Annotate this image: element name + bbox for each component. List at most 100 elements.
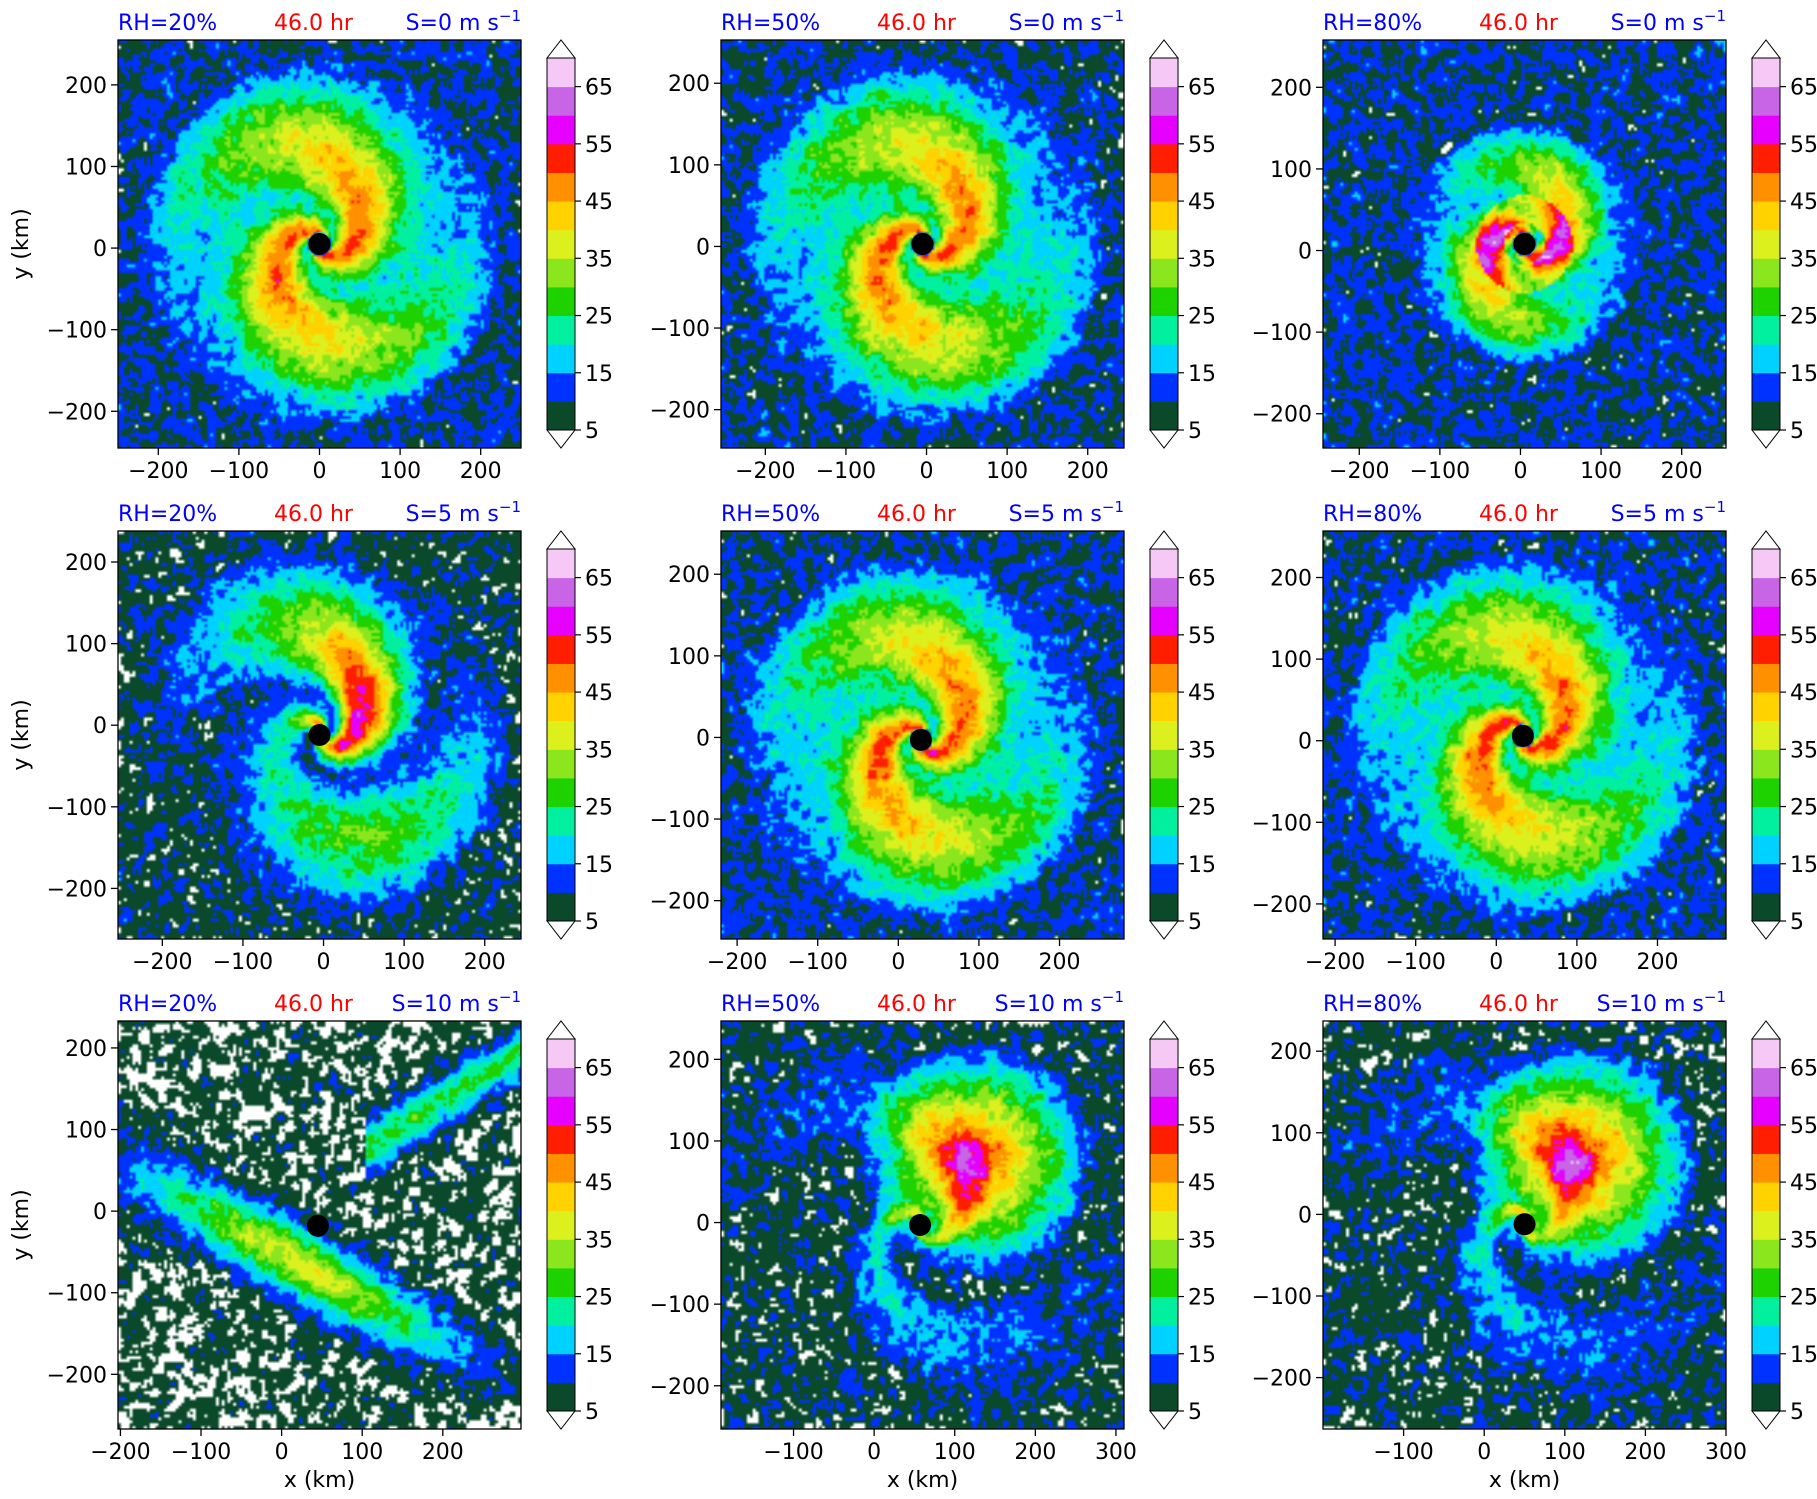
colorbar-segment xyxy=(1150,1382,1178,1412)
colorbar-tick-label: 35 xyxy=(1790,738,1817,763)
x-tick-label: 0 xyxy=(920,459,934,484)
colorbar-segment xyxy=(1752,835,1780,865)
colorbar-tick-label: 55 xyxy=(1790,624,1817,649)
colorbar-extend-min xyxy=(1148,1410,1180,1430)
storm-center-marker xyxy=(1513,1213,1536,1236)
colorbar-segment xyxy=(1752,58,1780,88)
x-tick-label: 200 xyxy=(1067,459,1109,484)
storm-center-marker xyxy=(1513,233,1536,255)
colorbar-tick-label: 5 xyxy=(1790,1400,1804,1425)
shear-unit-exponent: −1 xyxy=(1704,7,1726,25)
colorbar-segment xyxy=(1752,1382,1780,1412)
colorbar-segment xyxy=(547,749,575,779)
colorbar-segment xyxy=(1752,229,1780,259)
colorbar-segment xyxy=(1150,634,1178,664)
colorbar-tick-label: 55 xyxy=(585,624,613,649)
y-tick-label: 0 xyxy=(93,237,107,262)
x-axis-label: x (km) xyxy=(1489,1468,1560,1493)
colorbar-segment xyxy=(547,1210,575,1240)
colorbar-tick-label: 45 xyxy=(1790,681,1817,706)
colorbar-tick-label: 25 xyxy=(1790,305,1817,330)
colorbar-segment xyxy=(547,1124,575,1154)
y-tick-label: 0 xyxy=(1298,730,1312,755)
colorbar-segment xyxy=(1150,1353,1178,1383)
colorbar-segment xyxy=(1752,372,1780,402)
x-tick-label: 0 xyxy=(313,459,327,484)
shear-unit-exponent: −1 xyxy=(1704,498,1726,516)
colorbar-tick-label: 25 xyxy=(1188,1286,1216,1311)
colorbar-segment xyxy=(1150,1067,1178,1097)
storm-center-marker xyxy=(909,1214,932,1236)
colorbar-extend-max xyxy=(1750,39,1782,59)
colorbar-extend-min xyxy=(1148,920,1180,940)
rh-title: RH=20% xyxy=(118,502,217,527)
colorbar-tick-label: 25 xyxy=(1188,305,1216,330)
time-title: 46.0 hr xyxy=(1479,992,1559,1017)
colorbar-tick-label: 65 xyxy=(1188,1057,1216,1082)
panel-3: −200 −100 0 100 200 −200 −100 0 100 200 RH=80% 46.0… xyxy=(1252,7,1817,484)
time-title: 46.0 hr xyxy=(1479,502,1559,527)
y-axis-label: y (km) xyxy=(9,699,34,770)
shear-title-text: S=0 m s xyxy=(1611,11,1704,36)
x-tick-label: 200 xyxy=(460,459,502,484)
colorbar-segment xyxy=(547,1067,575,1097)
x-tick-label: −100 xyxy=(213,950,273,975)
y-tick-label: 0 xyxy=(1298,240,1312,265)
colorbar-segment xyxy=(547,58,575,88)
colorbar-segment xyxy=(1752,1353,1780,1383)
colorbar-segment xyxy=(547,229,575,259)
colorbar-tick-label: 15 xyxy=(1790,362,1817,387)
y-tick-label: −100 xyxy=(1252,321,1312,346)
x-tick-label: −100 xyxy=(1373,1440,1433,1465)
colorbar-segment xyxy=(1150,835,1178,865)
colorbar-tick-label: 55 xyxy=(1790,1114,1817,1139)
colorbar-tick-label: 65 xyxy=(1188,76,1216,101)
storm-center-marker xyxy=(911,233,934,255)
rh-title: RH=20% xyxy=(118,992,217,1017)
shear-unit-exponent: −1 xyxy=(499,7,521,25)
colorbar-segment xyxy=(1752,806,1780,836)
y-tick-label: −200 xyxy=(650,890,710,915)
colorbar-frame xyxy=(1751,57,1781,431)
x-tick-label: −100 xyxy=(816,459,876,484)
colorbar-segment xyxy=(1752,1124,1780,1154)
colorbar-tick-label: 65 xyxy=(585,567,613,592)
colorbar-segment xyxy=(547,692,575,722)
x-tick-label: 100 xyxy=(1580,459,1622,484)
colorbar-segment xyxy=(547,549,575,579)
x-tick-label: 200 xyxy=(464,950,506,975)
colorbar-segment xyxy=(1752,344,1780,374)
colorbar-tick-label: 35 xyxy=(585,247,613,272)
colorbar-tick-label: 65 xyxy=(1790,1057,1817,1082)
y-tick-label: 200 xyxy=(65,1037,107,1062)
colorbar-frame xyxy=(1149,548,1179,922)
y-axis-label: y (km) xyxy=(9,208,34,279)
x-tick-label: 300 xyxy=(1705,1440,1747,1465)
colorbar-segment xyxy=(1150,258,1178,288)
colorbar: 5 15 25 35 45 55 65 xyxy=(1148,1020,1216,1430)
colorbar-tick-label: 15 xyxy=(1790,1343,1817,1368)
x-tick-label: 200 xyxy=(1624,1440,1666,1465)
colorbar-segment xyxy=(1752,634,1780,664)
colorbar-segment xyxy=(1752,777,1780,808)
panel-5: −200 −100 0 100 200 −200 −100 0 100 200 RH=50% 46.0… xyxy=(650,498,1216,975)
y-tick-label: −100 xyxy=(47,319,107,344)
colorbar-segment xyxy=(1150,1325,1178,1355)
colorbar-segment xyxy=(1752,606,1780,636)
colorbar-segment xyxy=(547,258,575,288)
colorbar-frame xyxy=(546,548,576,922)
x-tick-label: −100 xyxy=(788,950,848,975)
colorbar-segment xyxy=(1150,58,1178,88)
colorbar-tick-label: 25 xyxy=(1790,796,1817,821)
colorbar: 5 15 25 35 45 55 65 xyxy=(1750,1020,1817,1430)
y-tick-label: 0 xyxy=(93,714,107,739)
colorbar-tick-label: 5 xyxy=(585,1400,599,1425)
colorbar-frame xyxy=(546,57,576,431)
colorbar-segment xyxy=(1752,286,1780,317)
y-tick-label: −200 xyxy=(1252,1367,1312,1392)
colorbar-tick-label: 5 xyxy=(1188,1400,1202,1425)
shear-unit-exponent: −1 xyxy=(499,988,521,1006)
panel-2: −200 −100 0 100 200 −200 −100 0 100 200 RH=50% 46.0… xyxy=(650,7,1216,484)
axes-frame xyxy=(117,1020,522,1430)
colorbar-tick-label: 25 xyxy=(585,305,613,330)
